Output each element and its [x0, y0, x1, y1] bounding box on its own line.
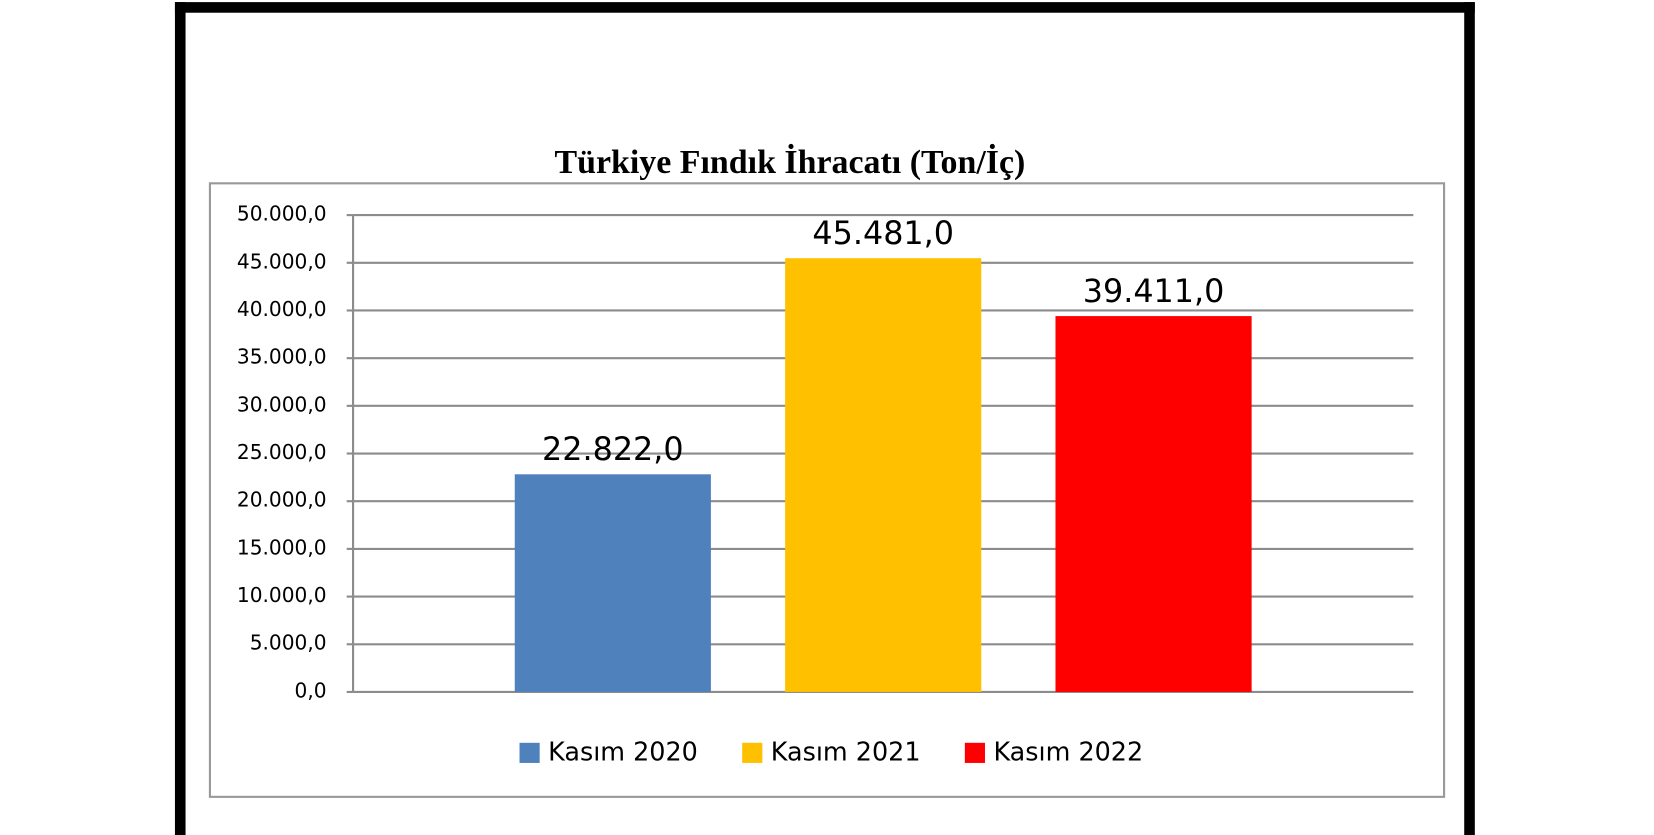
y-tick-label: 25.000,0: [237, 440, 327, 464]
y-tick-label: 35.000,0: [237, 345, 327, 369]
value-label: 22.822,0: [542, 431, 684, 468]
y-tick-label: 45.000,0: [237, 249, 327, 273]
legend-label: Kasım 2021: [771, 736, 921, 766]
value-label: 45.481,0: [812, 215, 954, 252]
legend-swatch: [964, 742, 985, 763]
y-tick-label: 10.000,0: [237, 583, 327, 607]
bar: [1055, 316, 1252, 692]
y-tick-label: 15.000,0: [237, 535, 327, 559]
chart-border: [208, 182, 1446, 798]
legend-label: Kasım 2020: [548, 736, 698, 766]
frame-left: [174, 2, 186, 835]
y-tick-label: 20.000,0: [237, 488, 327, 512]
y-tick-label: 30.000,0: [237, 392, 327, 416]
y-tick-label: 0,0: [295, 678, 327, 702]
y-tick-label: 50.000,0: [237, 202, 327, 226]
y-tick-label: 5.000,0: [250, 631, 327, 655]
legend-swatch: [742, 742, 763, 763]
legend-label: Kasım 2022: [993, 736, 1143, 766]
chart-title: Türkiye Fındık İhracatı (Ton/İç): [554, 143, 1025, 181]
value-label: 39.411,0: [1083, 273, 1225, 310]
bar: [785, 258, 982, 692]
legend-swatch: [519, 742, 540, 763]
bar: [514, 474, 711, 692]
frame-right: [1464, 2, 1475, 835]
y-tick-label: 40.000,0: [237, 297, 327, 321]
frame-top: [174, 2, 1475, 13]
